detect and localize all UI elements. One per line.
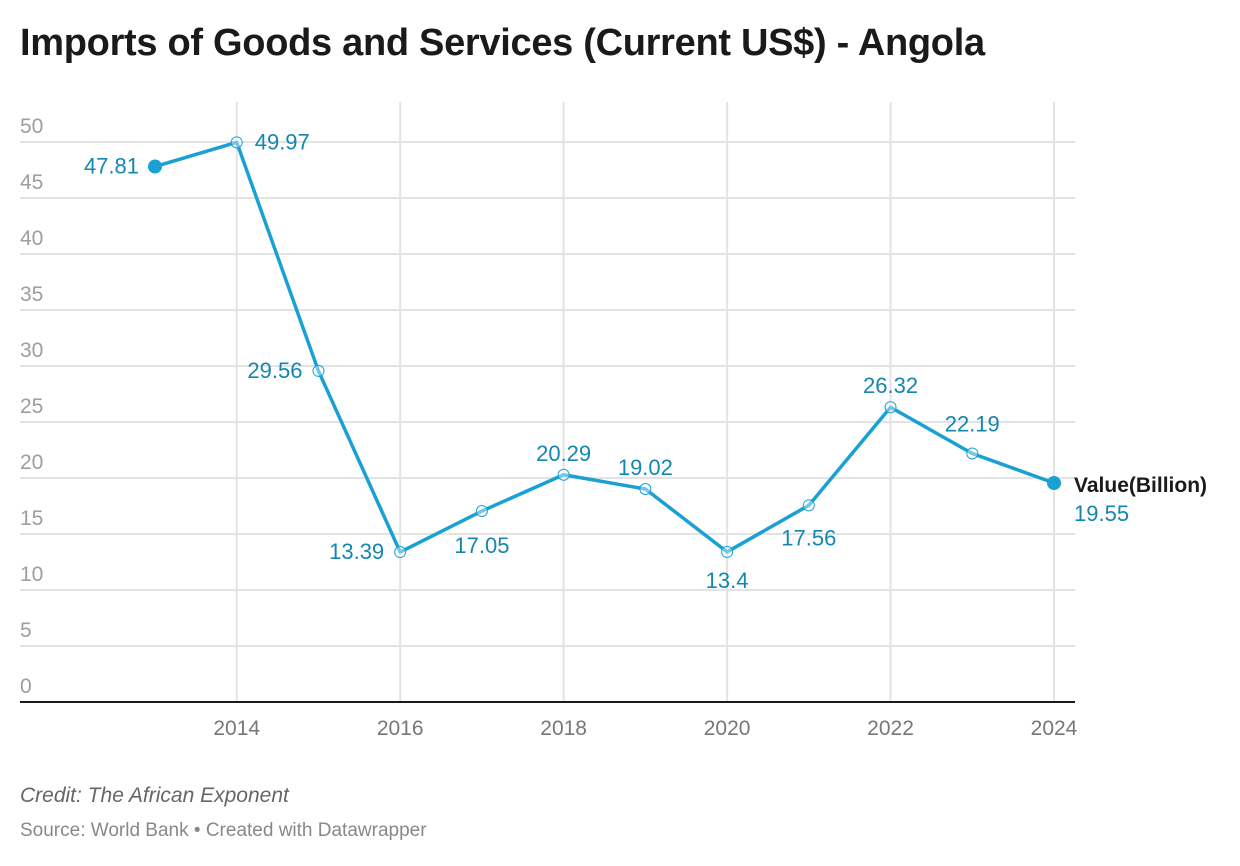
series-line-path [154, 140, 1055, 554]
y-tick-label: 45 [20, 171, 43, 194]
data-label: 13.4 [706, 568, 749, 593]
x-axis-ticks: 2014 2016 2018 2020 2022 2024 [213, 717, 1077, 740]
y-tick-label: 50 [20, 115, 43, 138]
data-point-endpoint [148, 159, 162, 174]
chart-title: Imports of Goods and Services (Current U… [20, 22, 985, 64]
data-label: 49.97 [255, 129, 310, 154]
y-tick-label: 5 [20, 619, 32, 642]
x-tick-label: 2020 [704, 717, 751, 740]
x-tick-label: 2014 [213, 717, 260, 740]
data-point [802, 499, 815, 512]
source-note: Source: World Bank • Created with Datawr… [20, 820, 427, 841]
y-tick-label: 30 [20, 339, 43, 362]
data-point [230, 136, 243, 149]
y-tick-label: 35 [20, 283, 43, 306]
data-label: 47.81 [84, 154, 139, 179]
data-point-endpoint [1047, 476, 1061, 491]
x-tick-label: 2018 [540, 717, 587, 740]
y-tick-label: 10 [20, 563, 43, 586]
data-point [966, 447, 979, 460]
data-point [557, 468, 570, 481]
y-tick-label: 0 [20, 675, 32, 698]
data-label: 19.55 [1074, 501, 1129, 526]
x-tick-label: 2016 [377, 717, 424, 740]
series-line [148, 136, 1061, 559]
data-point [475, 505, 488, 518]
data-label: 19.02 [618, 455, 673, 480]
credit-note: Credit: The African Exponent [20, 784, 289, 807]
y-tick-label: 20 [20, 451, 43, 474]
gridlines [20, 102, 1075, 702]
data-point [721, 545, 734, 558]
series-legend-label: Value(Billion) [1074, 474, 1207, 497]
y-axis-ticks: 0 5 10 15 20 25 30 35 40 45 50 [20, 115, 43, 698]
data-label: 17.56 [781, 525, 836, 550]
data-label: 29.56 [247, 358, 302, 383]
y-tick-label: 25 [20, 395, 43, 418]
data-point [312, 364, 325, 377]
y-tick-label: 40 [20, 227, 43, 250]
data-label: 20.29 [536, 441, 591, 466]
y-tick-label: 15 [20, 507, 43, 530]
data-point [884, 401, 897, 414]
data-label: 26.32 [863, 373, 918, 398]
data-label: 17.05 [454, 533, 509, 558]
data-point [394, 546, 407, 559]
x-tick-label: 2024 [1031, 717, 1078, 740]
data-label: 13.39 [329, 539, 384, 564]
data-label: 22.19 [945, 411, 1000, 436]
data-point [639, 482, 652, 495]
data-labels: 47.81 49.97 29.56 13.39 17.05 20.29 19.02 13.4 1… [84, 129, 1207, 593]
x-tick-label: 2022 [867, 717, 914, 740]
